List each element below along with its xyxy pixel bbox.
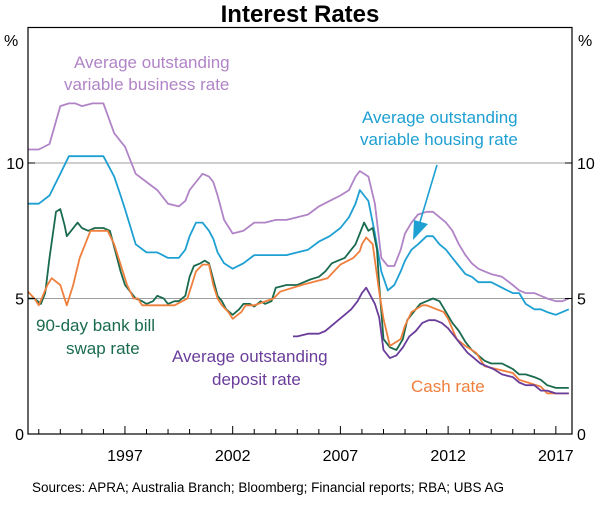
- business-rate-label-line-2: variable business rate: [64, 75, 229, 94]
- housing-rate-arrow: [413, 164, 438, 240]
- cash-rate-label: Cash rate: [411, 377, 485, 396]
- series-lines: [27, 102, 570, 395]
- y-tick-label-left-10: 10: [6, 156, 24, 173]
- plot-border: [27, 26, 573, 435]
- axis-labels: % %: [4, 33, 592, 50]
- plot-frame: [27, 26, 573, 435]
- business-rate-label: Average outstanding variable business ra…: [64, 53, 234, 94]
- housing-rate-arrow-shaft: [419, 164, 438, 223]
- left-axis-unit: %: [4, 33, 18, 50]
- y-tick-label-left-5: 5: [15, 292, 24, 309]
- housing-rate-label-line-1: Average outstanding: [362, 108, 518, 127]
- housing-rate-arrow-head: [413, 220, 428, 240]
- series-line-average-outstanding-deposit-rate: [293, 286, 569, 395]
- y-tick-label-left-0: 0: [15, 427, 24, 444]
- gridlines: [28, 162, 572, 299]
- deposit-rate-label-line-2: deposit rate: [212, 370, 301, 389]
- business-rate-label-line-1: Average outstanding: [74, 53, 230, 72]
- deposit-rate-label: Average outstanding deposit rate: [172, 347, 332, 389]
- sources-note: Sources: APRA; Australia Branch; Bloombe…: [32, 480, 504, 495]
- series-line-average-outstanding-variable-business-rate: [28, 102, 570, 303]
- swap-rate-label-line-2: swap rate: [66, 339, 140, 358]
- x-tick-label-2002: 2002: [215, 448, 251, 465]
- cash-rate-label-line-1: Cash rate: [411, 377, 485, 396]
- series-line-average-outstanding-variable-housing-rate: [28, 155, 570, 316]
- deposit-rate-label-line-1: Average outstanding: [172, 347, 328, 366]
- y-tick-label-right-5: 5: [577, 292, 586, 309]
- series-line-90-day-bank-bill-swap-rate: [28, 208, 569, 389]
- series-annotations: Average outstanding variable business ra…: [36, 53, 522, 396]
- swap-rate-label: 90-day bank bill swap rate: [36, 316, 160, 358]
- y-tick-label-right-0: 0: [577, 427, 586, 444]
- y-tick-label-right-10: 10: [577, 156, 595, 173]
- series-line-cash-rate: [27, 229, 569, 395]
- swap-rate-label-line-1: 90-day bank bill: [36, 316, 155, 335]
- right-axis-unit: %: [578, 33, 592, 50]
- housing-rate-label-line-2: variable housing rate: [360, 130, 518, 149]
- x-tick-label-2007: 2007: [323, 448, 359, 465]
- x-tick-label-1997: 1997: [107, 448, 143, 465]
- x-tick-label-2012: 2012: [430, 448, 466, 465]
- x-tick-label-2017: 2017: [538, 448, 574, 465]
- chart-title: Interest Rates: [220, 1, 380, 28]
- axis-ticks: 0 0 5 5 10 10 1997 2002 2007 2012 2017: [6, 156, 595, 465]
- housing-rate-label: Average outstanding variable housing rat…: [360, 108, 522, 149]
